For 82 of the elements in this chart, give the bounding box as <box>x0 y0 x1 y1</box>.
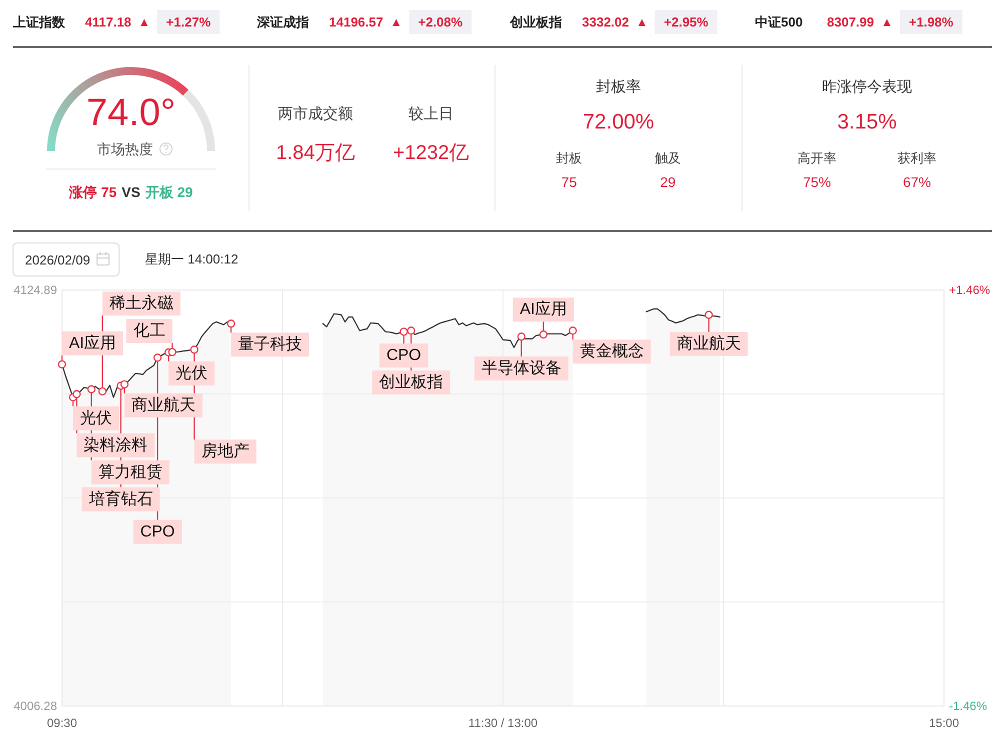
gauge-value: 74.0° <box>86 92 176 134</box>
date: 2026/02/09 <box>25 252 90 268</box>
index-value: 8307.99 <box>827 14 874 30</box>
data-label: 光伏 <box>73 406 120 430</box>
index-change: +2.95% <box>664 14 708 30</box>
data-label: 房地产 <box>201 442 250 460</box>
card-value: 72.00% <box>582 110 654 134</box>
x-tick-label: 11:30 / 13:00 <box>468 716 538 730</box>
data-label: CPO <box>386 347 422 364</box>
card-number: +1232亿 <box>392 142 470 164</box>
data-label: 量子科技 <box>231 332 310 357</box>
data-label: 算力租赁 <box>91 460 170 484</box>
data-label: CPO <box>133 520 182 544</box>
data-label: 商业航天 <box>124 393 202 418</box>
data-label: 光伏 <box>176 364 208 382</box>
card-number: 75% <box>802 174 832 190</box>
index-name: 中证500 <box>755 14 803 30</box>
card-title: 昨涨停今表现 <box>822 78 912 96</box>
data-label: 黄金概念 <box>572 340 651 364</box>
gauge-title: 市场热度 <box>97 141 153 157</box>
data-label: 商业航天 <box>131 396 196 414</box>
card-label: 较上日 <box>408 106 454 122</box>
index-change: +1.27% <box>166 14 211 30</box>
card-value: 3.15% <box>837 110 897 134</box>
y-tick-label: 4006.28 <box>14 699 57 713</box>
x-tick-label: 09:30 <box>46 716 78 730</box>
card-number: 75 <box>561 174 577 190</box>
gauge-note: 涨停 75 <box>69 184 117 200</box>
card-number: 29 <box>660 174 676 190</box>
index-change: +2.08% <box>418 14 463 30</box>
gauge-note: 开板 29 <box>145 184 193 200</box>
data-label: 化工 <box>126 319 172 344</box>
card-number: 67% <box>902 174 932 190</box>
gauge-note: VS <box>122 184 140 200</box>
data-label: CPO <box>140 523 175 540</box>
card-label: 触及 <box>654 150 681 166</box>
index-arrow: ▲ <box>390 15 402 29</box>
y2-tick-label: -1.46% <box>949 699 988 713</box>
data-label: 创业板指 <box>379 373 444 392</box>
weekday-time: 星期一 14:00:12 <box>145 252 238 266</box>
data-label: 房地产 <box>194 440 256 464</box>
data-label: AI应用 <box>69 334 116 352</box>
data-label: 培育钻石 <box>82 487 160 512</box>
card-label: 封板 <box>556 150 582 166</box>
data-label: 染料涂料 <box>84 436 148 454</box>
index-value: 3332.02 <box>582 14 629 30</box>
card-title: 封板率 <box>596 78 641 96</box>
data-label: CPO <box>379 344 428 368</box>
index-arrow: ▲ <box>636 15 648 29</box>
data-label: 稀土永磁 <box>109 294 174 312</box>
index-change: +1.98% <box>908 14 954 30</box>
card-label: 两市成交额 <box>278 106 353 122</box>
data-label: AI应用 <box>62 331 124 356</box>
data-label: 培育钻石 <box>88 490 153 508</box>
data-label: 商业航天 <box>670 332 748 356</box>
index-name: 创业板指 <box>510 14 562 30</box>
index-value: 14196.57 <box>329 14 384 30</box>
data-label: 光伏 <box>168 361 215 386</box>
data-label: 半导体设备 <box>481 358 562 377</box>
data-label: 染料涂料 <box>76 433 155 458</box>
data-label: 商业航天 <box>676 334 741 352</box>
x-tick-label: 15:00 <box>928 716 960 730</box>
data-label: AI应用 <box>512 298 574 322</box>
data-label: 稀土永磁 <box>102 292 180 316</box>
index-arrow: ▲ <box>138 15 150 29</box>
index-value: 4117.18 <box>85 14 132 30</box>
index-arrow: ▲ <box>881 15 893 29</box>
data-label: 光伏 <box>80 408 112 427</box>
data-label: 量子科技 <box>238 335 302 354</box>
card-label: 高开率 <box>798 150 836 166</box>
data-label: 算力租赁 <box>98 462 162 481</box>
y2-tick-label: +1.46% <box>949 283 990 297</box>
data-label: 黄金概念 <box>580 342 644 360</box>
card-number: 1.84万亿 <box>276 142 355 164</box>
data-label: AI应用 <box>520 300 567 318</box>
index-name: 深证成指 <box>257 14 309 30</box>
data-label: 创业板指 <box>372 370 450 394</box>
data-label: 半导体设备 <box>474 356 568 380</box>
card-label: 获利率 <box>898 150 936 166</box>
index-name: 上证指数 <box>13 14 65 30</box>
data-label: 化工 <box>133 322 166 340</box>
y-tick-label: 4124.89 <box>14 283 57 297</box>
